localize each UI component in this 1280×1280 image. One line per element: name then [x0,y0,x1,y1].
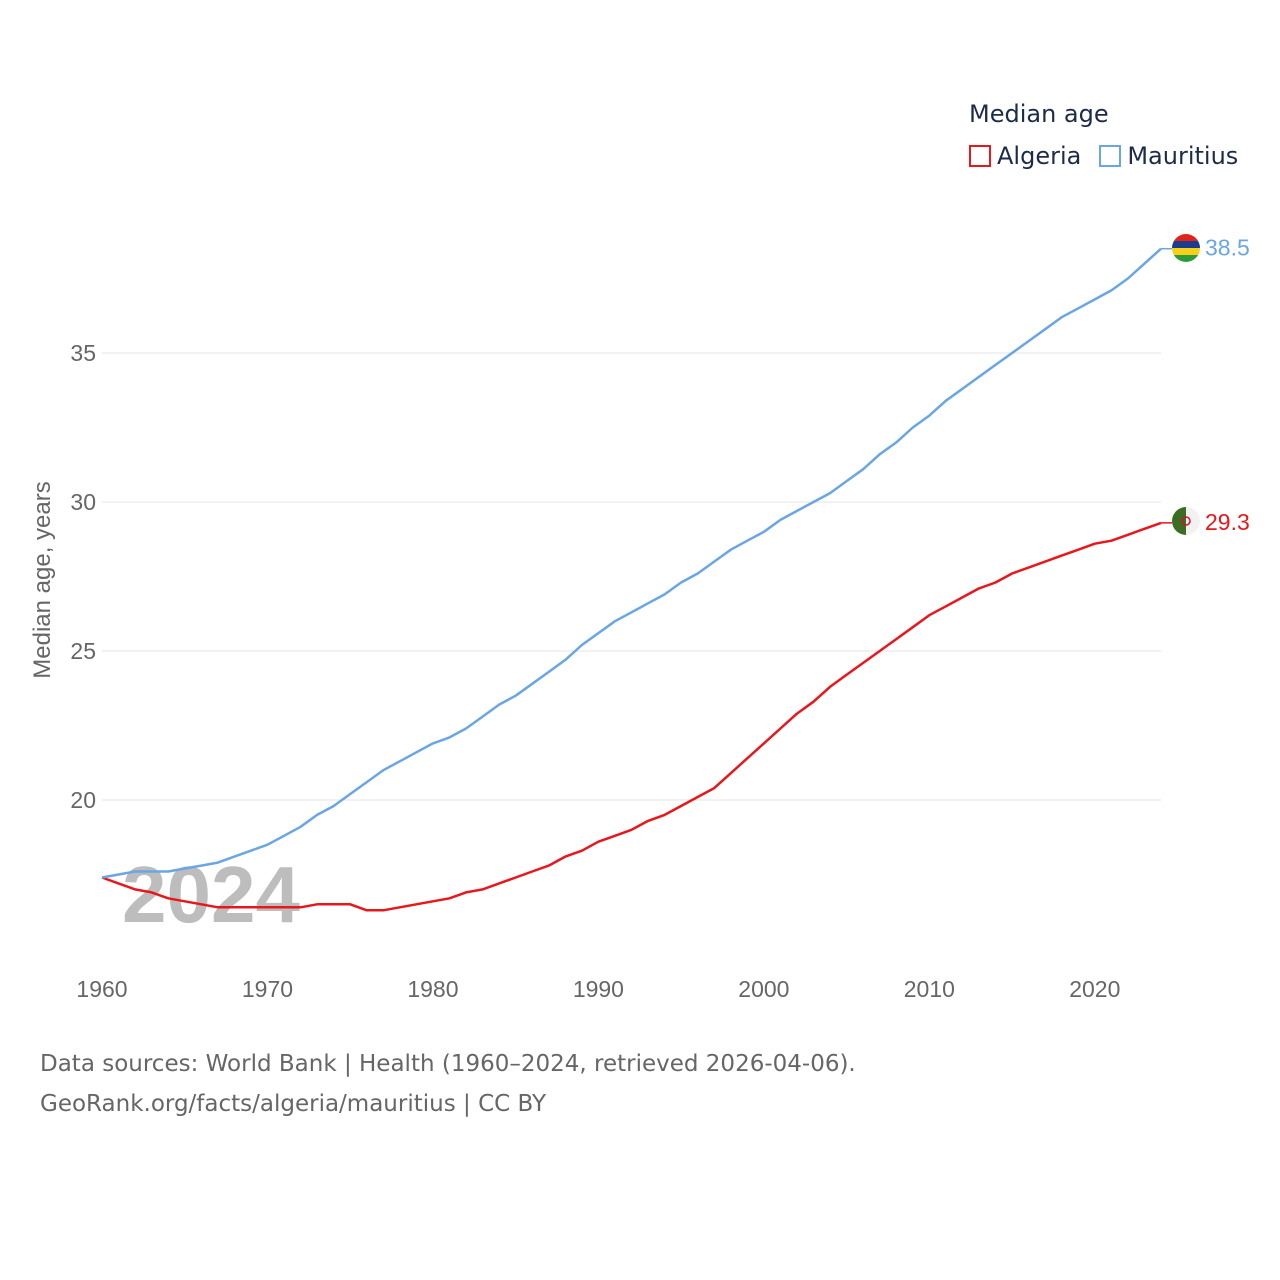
end-value-label-algeria: 29.3 [1205,509,1250,535]
x-tick-label: 1970 [242,976,293,1002]
legend-swatch-algeria [969,145,991,167]
x-tick-label: 2010 [904,976,955,1002]
x-tick-label: 1980 [407,976,458,1002]
legend-swatch-mauritius [1099,145,1122,167]
x-axis-ticks: 1960 1970 1980 1990 2000 2010 2020 [76,976,1120,1002]
x-tick-label: 1960 [76,976,127,1002]
legend: Algeria Mauritius [969,142,1256,170]
series-line-algeria [101,521,1162,912]
mauritius-flag-icon [1172,234,1200,262]
legend-label-algeria: Algeria [997,142,1082,170]
license-line: GeoRank.org/facts/algeria/mauritius | CC… [40,1091,547,1117]
y-tick-label: 30 [70,489,96,515]
series-line-mauritius [101,247,1162,879]
series-layer: 29.3 38.5 [101,235,1250,912]
source-line: Data sources: World Bank | Health (1960–… [40,1051,856,1077]
x-tick-label: 2020 [1069,976,1120,1002]
line-chart: 20 25 30 35 1960 1970 1980 1990 2000 2010 2020 Me… [29,234,1250,1002]
legend-item-mauritius[interactable]: Mauritius [1099,142,1238,170]
y-axis-ticks: 20 25 30 35 [70,340,96,813]
y-axis-label: Median age, years [29,481,56,678]
legend-label-mauritius: Mauritius [1127,142,1239,170]
y-tick-label: 20 [70,787,96,813]
y-tick-label: 35 [70,340,96,366]
x-tick-label: 1990 [573,976,624,1002]
footer: Data sources: World Bank | Health (1960–… [40,1044,856,1124]
end-value-label-mauritius: 38.5 [1205,235,1250,261]
grid-lines [102,352,1161,801]
legend-title: Median age [969,100,1109,128]
y-tick-label: 25 [70,638,96,664]
algeria-flag-icon [1172,507,1200,535]
legend-item-algeria[interactable]: Algeria [969,142,1081,170]
x-tick-label: 2000 [738,976,789,1002]
